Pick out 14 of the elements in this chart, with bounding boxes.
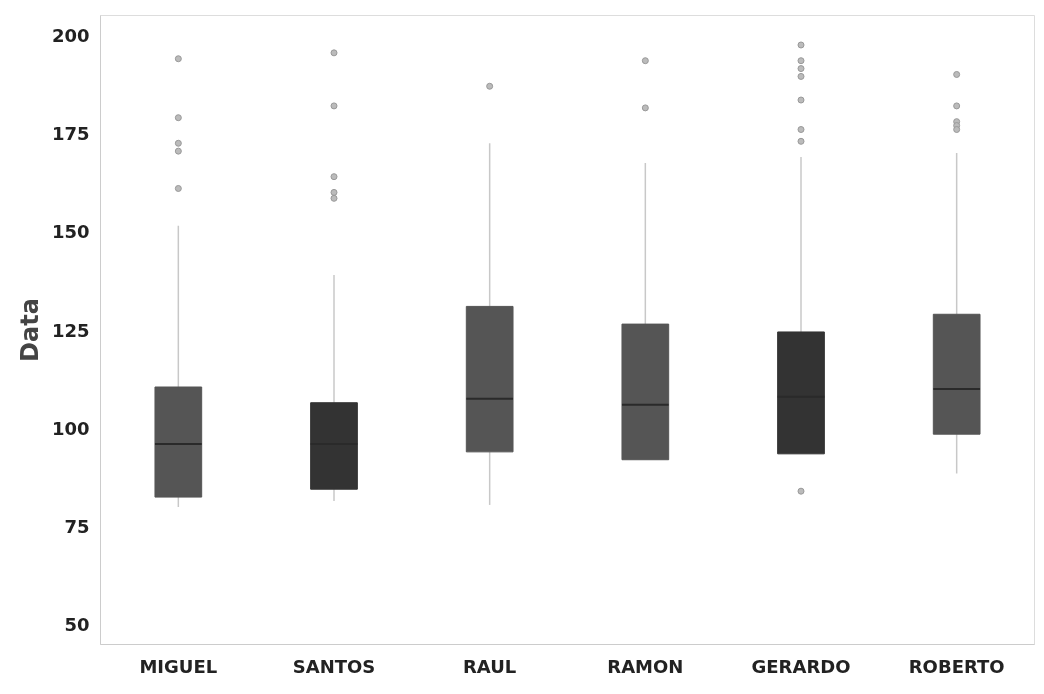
y-tick-label: 200 (51, 24, 90, 46)
y-tick-label: 125 (51, 319, 90, 341)
y-axis-title: Data (15, 298, 44, 362)
y-tick-label: 150 (51, 221, 90, 243)
y-tick-label: 50 (64, 614, 90, 636)
x-tick-label: ROBERTO (908, 655, 1005, 677)
y-tick-label: 100 (51, 417, 90, 439)
y-tick-label: 75 (64, 516, 90, 538)
x-tick-label: RAMON (607, 655, 684, 677)
x-tick-label: MIGUEL (139, 655, 218, 677)
y-tick-label: 175 (51, 122, 90, 144)
x-tick-label: SANTOS (292, 655, 376, 677)
x-tick-label: GERARDO (751, 655, 851, 677)
x-tick-label: RAUL (463, 655, 517, 677)
